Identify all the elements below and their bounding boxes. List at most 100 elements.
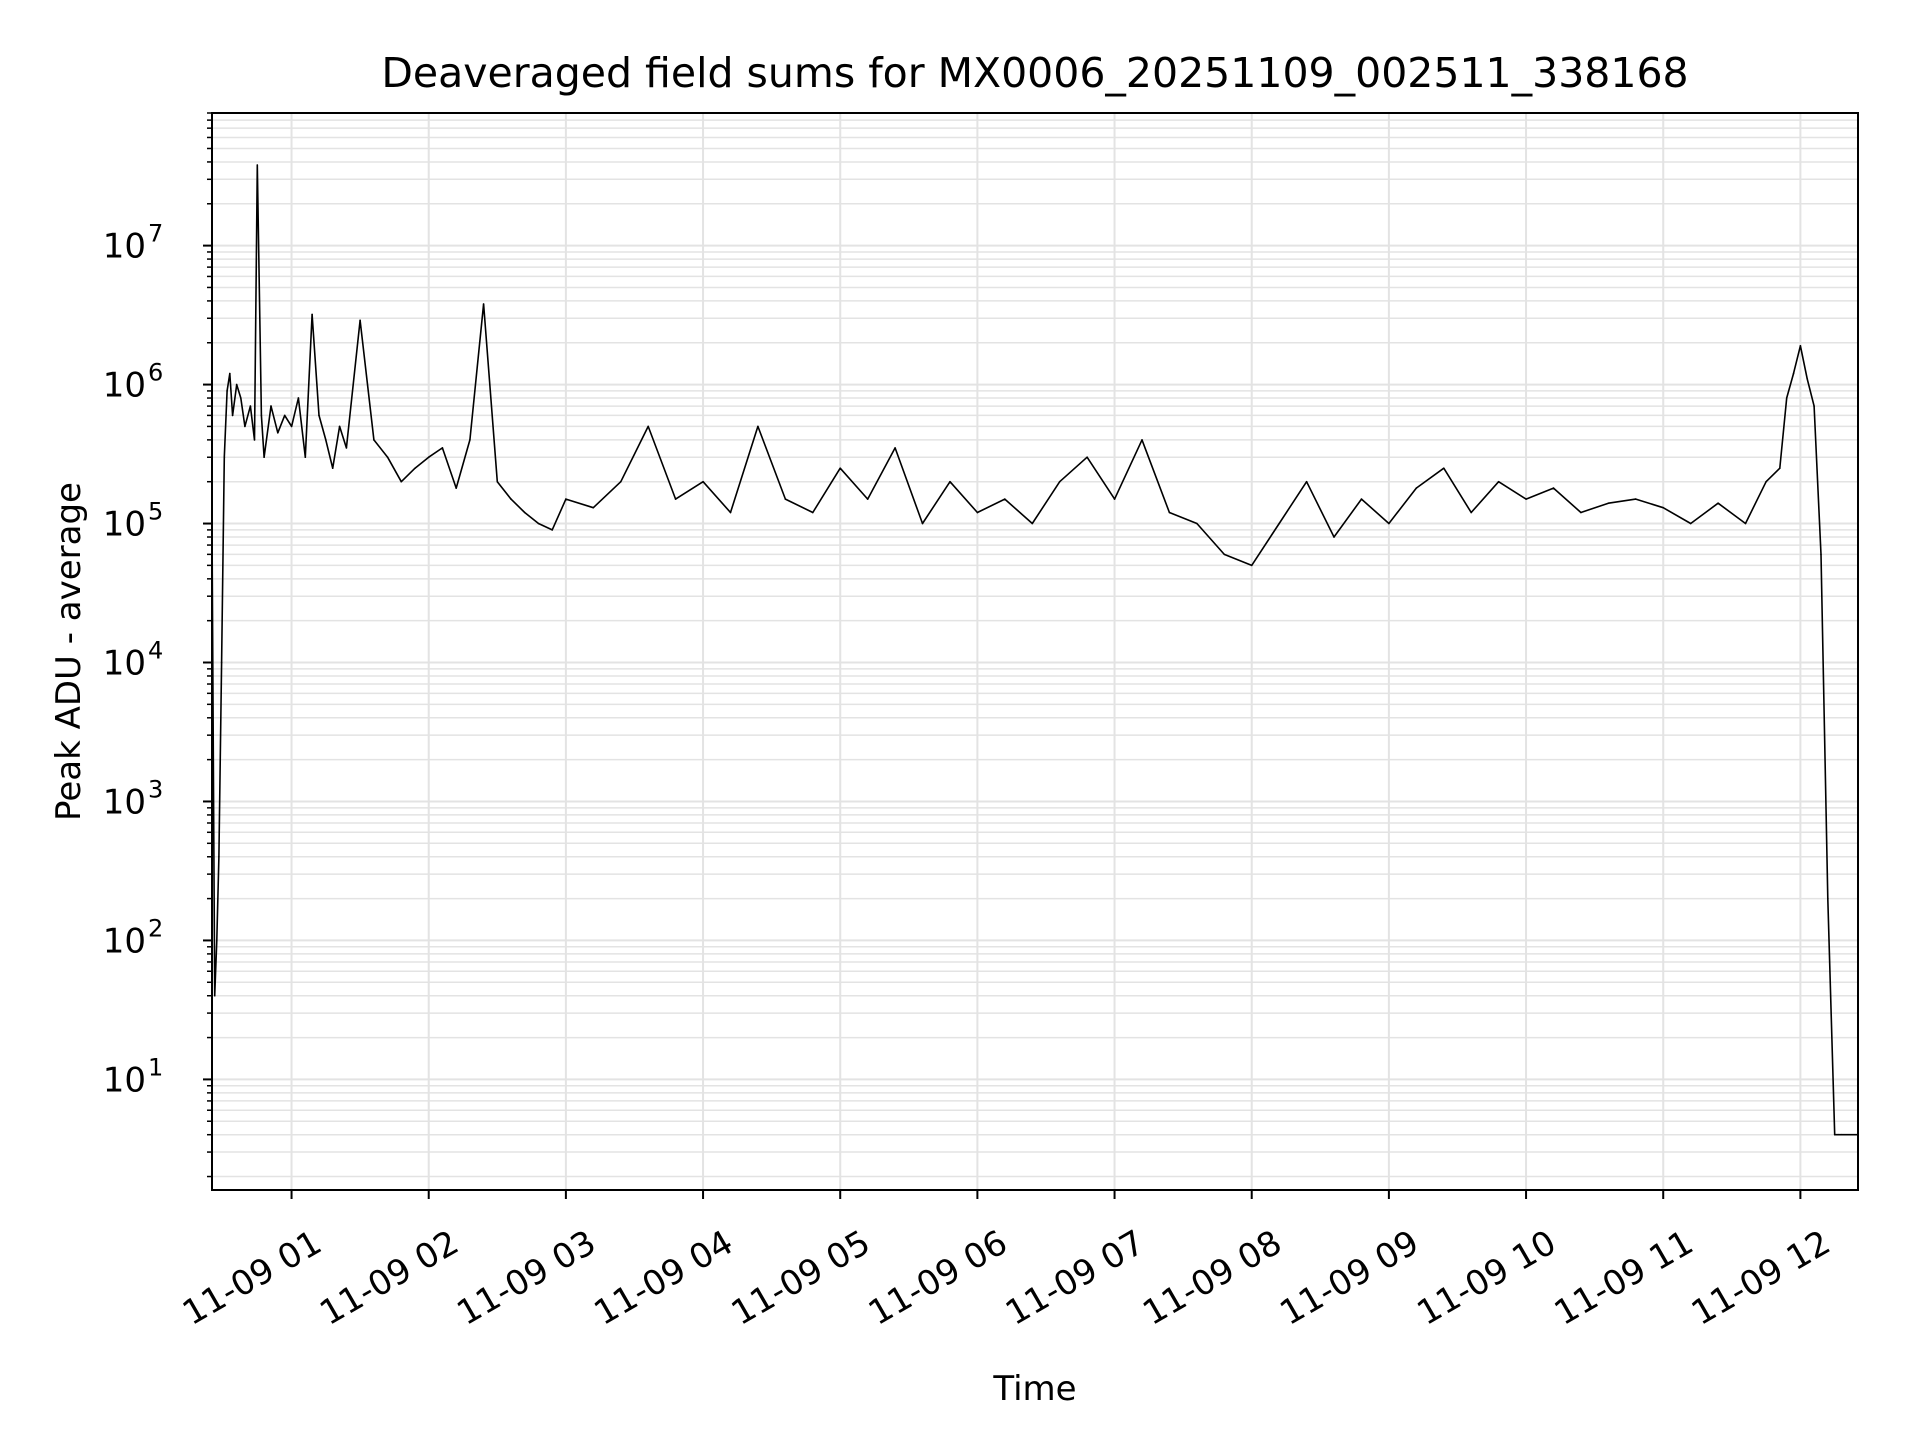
data-point: [551, 529, 553, 531]
data-point: [839, 467, 842, 470]
data-point: [784, 498, 787, 500]
data-point: [729, 511, 732, 514]
x-tick-label: 11-09 10: [1411, 1223, 1563, 1334]
data-point: [1141, 439, 1143, 441]
data-point: [256, 164, 259, 166]
x-tick-label: 11-09 06: [862, 1223, 1014, 1334]
y-tick-exponent: 1: [148, 1053, 163, 1081]
x-tick-label: 11-09 03: [450, 1223, 602, 1334]
data-point: [592, 506, 595, 509]
y-axis-label: Peak ADU - average: [49, 482, 89, 821]
y-tick-exponent: 7: [148, 220, 163, 248]
data-point: [1820, 553, 1822, 556]
data-point: [469, 439, 471, 441]
data-point: [1580, 511, 1582, 514]
data-point: [1004, 498, 1006, 500]
data-point: [226, 390, 228, 392]
data-point: [223, 456, 226, 459]
x-tick-label: 11-09 05: [725, 1223, 877, 1334]
data-point: [1333, 536, 1335, 538]
data-point: [260, 414, 263, 417]
data-point: [1837, 1133, 1840, 1136]
y-tick-label: 10: [103, 227, 146, 267]
data-point: [1552, 487, 1555, 489]
series-layer: [211, 164, 1859, 1136]
x-tick-label: 11-09 08: [1136, 1223, 1288, 1334]
data-point: [297, 397, 300, 399]
data-point: [1833, 1133, 1836, 1136]
data-point: [386, 456, 389, 459]
data-point: [1785, 397, 1788, 399]
series-line: [211, 164, 1858, 1136]
y-tick-label: 10: [103, 505, 146, 545]
data-point: [1388, 522, 1390, 525]
y-tick-exponent: 5: [148, 498, 163, 526]
data-point: [1744, 522, 1747, 525]
data-point: [1113, 498, 1116, 500]
data-point: [220, 661, 223, 664]
x-tick-label: 11-09 12: [1685, 1223, 1837, 1334]
data-point: [263, 456, 265, 459]
y-tick-label: 10: [103, 644, 146, 684]
data-point: [1525, 498, 1527, 500]
data-point: [345, 447, 348, 449]
x-tick-label: 11-09 04: [588, 1223, 740, 1334]
data-point: [338, 425, 341, 428]
x-tick-label: 11-09 07: [999, 1223, 1151, 1334]
data-point: [1360, 498, 1363, 500]
y-tick-label: 10: [103, 782, 146, 822]
data-point: [811, 511, 814, 514]
data-point: [866, 498, 869, 500]
y-tick-label: 10: [103, 1060, 146, 1100]
data-point: [1689, 522, 1692, 525]
y-tick-exponent: 2: [148, 914, 163, 942]
chart-title: Deaveraged field sums for MX0006_2025110…: [381, 49, 1688, 97]
data-point: [1415, 487, 1418, 489]
data-point: [1765, 480, 1767, 483]
data-point: [249, 405, 252, 407]
y-tick-label: 10: [103, 366, 146, 406]
data-point: [1470, 511, 1472, 514]
data-point: [1813, 405, 1815, 407]
data-point: [277, 431, 279, 434]
data-point: [311, 313, 313, 316]
data-point: [1779, 467, 1781, 470]
x-tick-label: 11-09 01: [176, 1223, 328, 1334]
data-point: [240, 397, 242, 399]
data-point: [510, 498, 512, 500]
plot-frame: [211, 112, 1859, 1191]
data-point: [283, 414, 286, 417]
data-point: [1442, 467, 1445, 470]
data-point: [1840, 1133, 1843, 1136]
data-point: [1806, 378, 1809, 380]
data-point: [414, 467, 416, 470]
data-point: [523, 511, 526, 514]
data-point: [1168, 511, 1171, 514]
data-point: [1058, 480, 1061, 483]
data-point: [229, 372, 231, 375]
x-tick-label: 11-09 11: [1548, 1223, 1700, 1334]
data-point: [270, 405, 272, 407]
data-point: [235, 383, 238, 386]
data-point: [304, 456, 307, 459]
data-point: [441, 447, 444, 449]
data-point: [318, 414, 320, 417]
y-tick-label: 10: [103, 921, 146, 961]
data-point: [702, 480, 704, 483]
data-point: [921, 522, 924, 525]
data-point: [331, 467, 334, 470]
data-point: [647, 425, 649, 428]
x-tick-label: 11-09 09: [1273, 1223, 1425, 1334]
data-point: [674, 498, 677, 500]
data-point: [1250, 564, 1253, 567]
data-point: [619, 480, 622, 483]
data-point: [455, 487, 457, 489]
data-point: [1497, 480, 1500, 483]
data-point: [1827, 897, 1829, 900]
data-point: [757, 425, 759, 428]
data-point: [1196, 522, 1198, 525]
data-point: [1607, 502, 1610, 505]
data-point: [894, 447, 896, 449]
